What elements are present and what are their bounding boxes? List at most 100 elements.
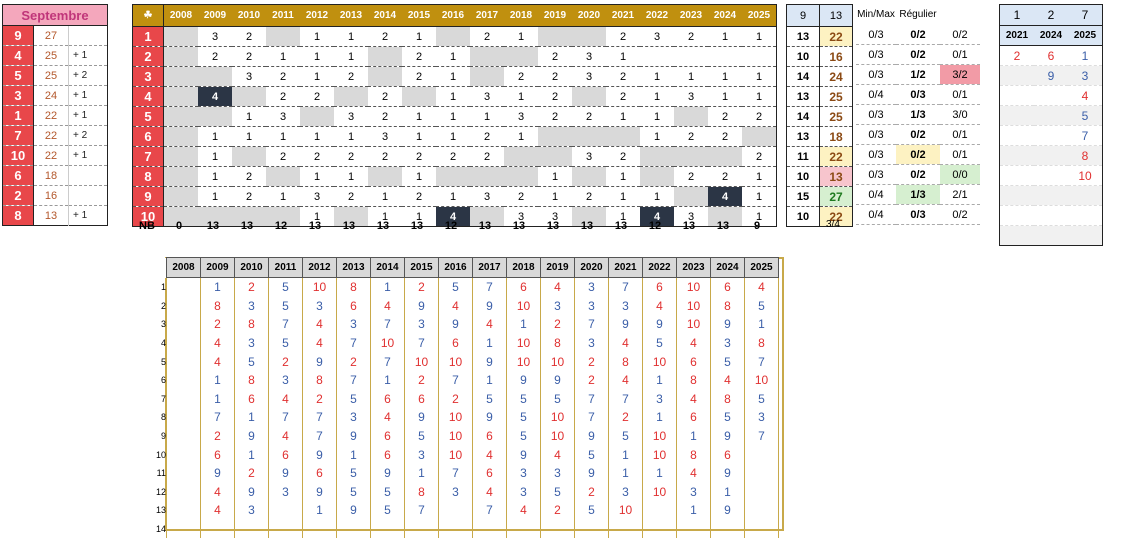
grid-cell[interactable] — [572, 166, 606, 187]
grid-cell[interactable] — [640, 146, 674, 167]
grid-cell[interactable] — [674, 146, 708, 167]
grid-cell[interactable]: 1 — [436, 46, 470, 67]
grid-cell[interactable] — [198, 206, 232, 227]
grid-cell[interactable]: 1 — [436, 186, 470, 207]
grid-cell[interactable] — [163, 46, 198, 67]
grid-cell[interactable]: 2 — [368, 146, 402, 167]
grid-cell[interactable]: 3 — [572, 146, 606, 167]
grid-cell[interactable]: 2 — [266, 146, 300, 167]
grid-cell[interactable]: 3 — [334, 106, 368, 127]
grid-cell[interactable]: 2 — [538, 46, 572, 67]
grid-cell[interactable]: 1 — [504, 126, 538, 147]
grid-cell[interactable]: 2 — [708, 166, 742, 187]
grid-cell[interactable]: 1 — [300, 46, 334, 67]
grid-cell[interactable] — [572, 126, 606, 147]
grid-cell[interactable]: 2 — [436, 146, 470, 167]
grid-cell[interactable]: 2 — [368, 26, 402, 47]
grid-cell[interactable] — [606, 126, 640, 147]
grid-cell[interactable]: 2 — [674, 126, 708, 147]
grid-cell[interactable]: 1 — [300, 166, 334, 187]
grid-cell[interactable]: 1 — [402, 206, 436, 227]
grid-cell[interactable] — [198, 66, 232, 87]
grid-cell[interactable] — [436, 26, 470, 47]
grid-cell[interactable] — [504, 166, 538, 187]
grid-cell[interactable] — [470, 166, 504, 187]
grid-cell[interactable]: 1 — [198, 146, 232, 167]
grid-cell[interactable]: 2 — [708, 126, 742, 147]
grid-cell[interactable]: 2 — [504, 186, 538, 207]
grid-cell[interactable]: 2 — [572, 106, 606, 127]
grid-cell[interactable]: 1 — [402, 106, 436, 127]
grid-cell[interactable]: 3 — [198, 26, 232, 47]
grid-cell[interactable]: 3 — [470, 186, 504, 207]
grid-cell[interactable]: 2 — [538, 86, 572, 107]
grid-cell[interactable]: 2 — [470, 26, 504, 47]
grid-cell[interactable]: 1 — [742, 186, 777, 207]
grid-cell[interactable]: 1 — [402, 126, 436, 147]
grid-cell[interactable]: 3 — [674, 86, 708, 107]
grid-cell[interactable] — [163, 86, 198, 107]
grid-cell[interactable]: 3 — [572, 46, 606, 67]
grid-cell[interactable]: 1 — [742, 66, 777, 87]
grid-cell[interactable]: 1 — [504, 26, 538, 47]
grid-cell[interactable]: 1 — [742, 166, 777, 187]
grid-cell[interactable]: 2 — [232, 26, 266, 47]
grid-cell[interactable] — [163, 206, 198, 227]
grid-cell[interactable] — [163, 146, 198, 167]
grid-cell[interactable]: 1 — [538, 186, 572, 207]
grid-cell[interactable] — [163, 66, 198, 87]
grid-cell[interactable]: 3 — [300, 186, 334, 207]
grid-cell[interactable] — [368, 166, 402, 187]
grid-cell[interactable] — [334, 206, 368, 227]
grid-cell[interactable]: 3 — [572, 66, 606, 87]
grid-cell[interactable] — [674, 106, 708, 127]
grid-cell[interactable]: 3 — [504, 206, 538, 227]
grid-cell[interactable]: 2 — [402, 46, 436, 67]
grid-cell[interactable] — [470, 46, 504, 67]
grid-cell[interactable]: 1 — [606, 206, 640, 227]
grid-cell[interactable]: 1 — [300, 26, 334, 47]
grid-cell[interactable]: 2 — [266, 86, 300, 107]
grid-cell[interactable] — [232, 86, 266, 107]
grid-cell[interactable] — [163, 186, 198, 207]
grid-cell[interactable]: 1 — [334, 26, 368, 47]
grid-cell[interactable]: 2 — [606, 86, 640, 107]
grid-cell[interactable]: 1 — [232, 106, 266, 127]
grid-cell[interactable]: 4 — [436, 206, 470, 227]
grid-cell[interactable] — [470, 206, 504, 227]
grid-cell[interactable] — [300, 106, 334, 127]
grid-cell[interactable]: 2 — [606, 146, 640, 167]
grid-cell[interactable] — [504, 46, 538, 67]
grid-cell[interactable]: 1 — [266, 186, 300, 207]
grid-cell[interactable] — [232, 206, 266, 227]
grid-cell[interactable]: 2 — [572, 186, 606, 207]
grid-cell[interactable]: 3 — [232, 66, 266, 87]
grid-cell[interactable]: 1 — [640, 186, 674, 207]
grid-cell[interactable]: 1 — [606, 106, 640, 127]
grid-cell[interactable] — [674, 186, 708, 207]
grid-cell[interactable]: 3 — [470, 86, 504, 107]
grid-cell[interactable]: 1 — [606, 186, 640, 207]
grid-cell[interactable]: 1 — [640, 66, 674, 87]
grid-cell[interactable]: 1 — [436, 86, 470, 107]
grid-cell[interactable] — [538, 126, 572, 147]
grid-cell[interactable]: 2 — [334, 146, 368, 167]
grid-cell[interactable] — [538, 146, 572, 167]
grid-cell[interactable]: 1 — [742, 26, 777, 47]
grid-cell[interactable] — [572, 86, 606, 107]
grid-cell[interactable]: 2 — [300, 146, 334, 167]
grid-cell[interactable] — [232, 146, 266, 167]
grid-cell[interactable]: 1 — [198, 166, 232, 187]
grid-cell[interactable] — [368, 66, 402, 87]
grid-cell[interactable]: 1 — [266, 46, 300, 67]
grid-cell[interactable]: 2 — [742, 106, 777, 127]
grid-cell[interactable]: 1 — [300, 66, 334, 87]
grid-cell[interactable] — [742, 126, 777, 147]
grid-cell[interactable]: 1 — [640, 106, 674, 127]
grid-cell[interactable] — [742, 46, 777, 67]
grid-cell[interactable] — [708, 206, 742, 227]
grid-cell[interactable]: 3 — [266, 106, 300, 127]
grid-cell[interactable]: 1 — [300, 126, 334, 147]
grid-cell[interactable]: 3 — [640, 26, 674, 47]
grid-cell[interactable]: 1 — [606, 166, 640, 187]
